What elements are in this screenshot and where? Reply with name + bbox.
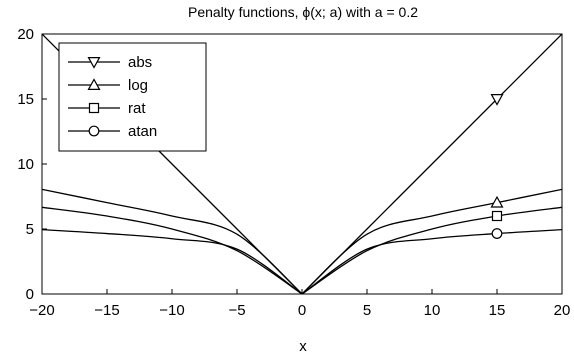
legend-label: abs [128, 54, 152, 71]
x-tick-label: 15 [489, 302, 506, 319]
y-tick-label: 20 [17, 26, 34, 43]
legend-item-log: log [68, 77, 148, 94]
series-atan [42, 229, 562, 294]
series-markers-atan [491, 228, 503, 239]
series-marker-atan [491, 228, 503, 239]
legend-label: rat [128, 100, 146, 117]
x-tick-label: −15 [94, 302, 119, 319]
series-rat [42, 206, 562, 294]
series-marker-abs [490, 93, 504, 106]
legend-marker-abs [87, 56, 101, 69]
x-tick-label: 20 [554, 302, 571, 319]
series-markers-abs [490, 93, 504, 106]
legend-marker-atan [88, 125, 100, 137]
legend-item-rat: rat [68, 100, 146, 117]
series-line-atan [42, 229, 562, 294]
x-tick-label: −20 [29, 302, 54, 319]
series-markers-rat [491, 210, 503, 222]
legend-box [58, 42, 207, 152]
x-tick-label: −5 [228, 302, 245, 319]
y-tick-label: 10 [17, 156, 34, 173]
series-markers-log [490, 195, 504, 208]
series-log [42, 188, 562, 294]
x-tick-label: 0 [298, 302, 306, 319]
x-tick-label: 10 [424, 302, 441, 319]
y-tick-label: 0 [26, 286, 34, 303]
legend-marker-log [87, 78, 101, 91]
legend-label: atan [128, 123, 157, 140]
x-tick-label: 5 [363, 302, 371, 319]
legend-marker-rat [88, 102, 100, 114]
chart-title: Penalty functions, ϕ(x; a) with a = 0.2 [188, 4, 418, 20]
series-line-log [42, 188, 562, 294]
legend-item-atan: atan [68, 123, 157, 140]
legend-item-abs: abs [68, 54, 152, 71]
y-tick-label: 15 [17, 91, 34, 108]
legend-label: log [128, 77, 148, 94]
series-line-rat [42, 206, 562, 294]
x-axis-title: x [299, 338, 307, 355]
series-marker-log [490, 195, 504, 208]
legend: abs log rat atan [58, 42, 207, 152]
x-tick-label: −10 [159, 302, 184, 319]
series-marker-rat [491, 210, 503, 222]
y-tick-label: 5 [26, 221, 34, 238]
